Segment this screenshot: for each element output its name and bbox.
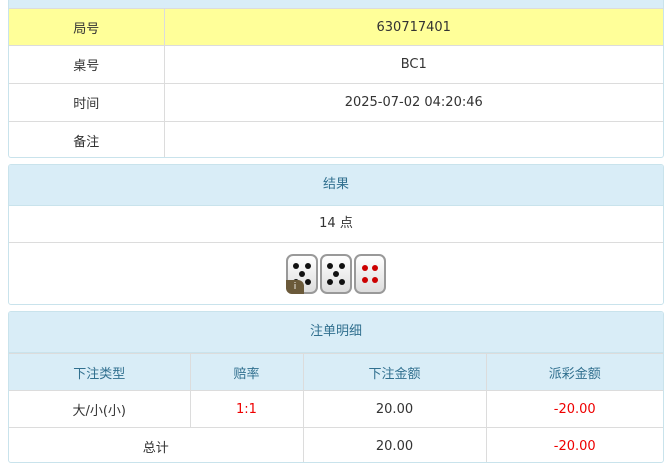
row-round-id: 局号 630717401 [9, 8, 663, 46]
total-payout: -20.00 [485, 427, 663, 462]
dice-row: i [9, 243, 663, 304]
total-amount: 20.00 [302, 427, 487, 462]
result-points: 14 点 [9, 206, 663, 243]
col-bet-amount: 下注金额 [302, 353, 487, 391]
die-5-icon [320, 254, 352, 294]
payout: -20.00 [485, 390, 663, 428]
bet-table-header: 下注类型 赔率 下注金额 派彩金额 [9, 353, 663, 391]
col-payout: 派彩金额 [485, 353, 663, 391]
total-row: 总计 20.00 -20.00 [9, 427, 663, 462]
label: 局号 [9, 8, 165, 46]
label: 时间 [9, 83, 165, 122]
round-info-panel: 局号 630717401 桌号 BC1 时间 2025-07-02 04:20:46 … [8, 0, 664, 158]
total-label: 总计 [9, 427, 304, 462]
row-remark: 备注 [9, 121, 663, 157]
die-5-icon[interactable]: i [286, 254, 318, 294]
bet-details-panel: 注单明细 下注类型 赔率 下注金额 派彩金额 大/小(小) 1:1 20.00 … [8, 311, 664, 463]
remark [163, 121, 663, 157]
table-row: 大/小(小) 1:1 20.00 -20.00 [9, 390, 663, 428]
round-id: 630717401 [163, 8, 663, 46]
bet-type: 大/小(小) [9, 390, 191, 428]
table-id: BC1 [163, 45, 663, 84]
bet-amount: 20.00 [302, 390, 487, 428]
info-badge-icon[interactable]: i [286, 280, 304, 294]
result-panel: 结果 14 点 i [8, 164, 664, 305]
label: 备注 [9, 121, 165, 157]
panel-header-strip [9, 0, 663, 8]
die-4-icon [354, 254, 386, 294]
label: 桌号 [9, 45, 165, 84]
time: 2025-07-02 04:20:46 [163, 83, 663, 122]
odds: 1:1 [189, 390, 304, 428]
result-title: 结果 [9, 165, 663, 206]
col-bet-type: 下注类型 [9, 353, 191, 391]
col-odds: 赔率 [189, 353, 304, 391]
row-table-id: 桌号 BC1 [9, 45, 663, 84]
bet-details-title: 注单明细 [9, 312, 663, 353]
row-time: 时间 2025-07-02 04:20:46 [9, 83, 663, 122]
